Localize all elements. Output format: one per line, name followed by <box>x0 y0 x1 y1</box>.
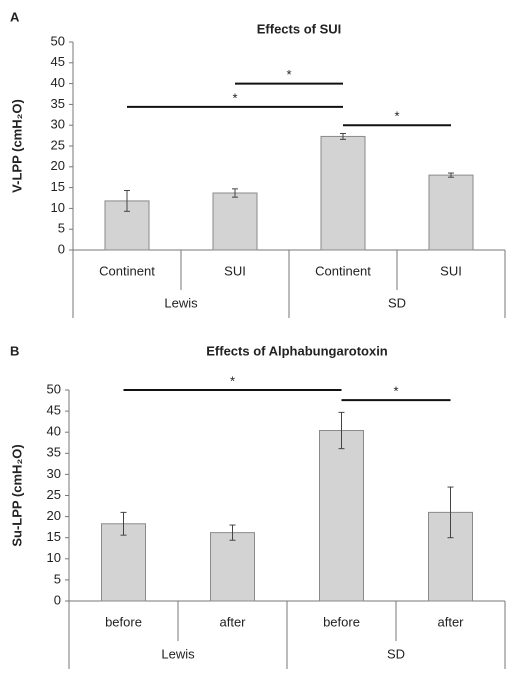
group-label: SD <box>388 295 406 310</box>
y-tick-label: 20 <box>51 158 65 173</box>
x-tick-label: SUI <box>224 263 246 278</box>
bar <box>319 430 364 602</box>
x-tick-label: before <box>323 614 360 629</box>
group-label: SD <box>387 646 405 661</box>
group-label: Lewis <box>161 646 195 661</box>
x-tick-label: before <box>105 614 142 629</box>
y-tick-label: 30 <box>47 466 61 481</box>
bar <box>212 192 258 251</box>
chart-title: Effects of SUI <box>257 21 342 36</box>
y-tick-label: 5 <box>58 221 65 236</box>
y-tick-label: 15 <box>51 179 65 194</box>
y-tick-label: 35 <box>47 445 61 460</box>
significance-label: * <box>286 67 291 82</box>
significance-label: * <box>232 90 237 105</box>
y-tick-label: 40 <box>51 75 65 90</box>
y-tick-label: 40 <box>47 424 61 439</box>
y-tick-label: 20 <box>47 508 61 523</box>
y-tick-label: 35 <box>51 96 65 111</box>
x-tick-label: after <box>437 614 464 629</box>
significance-label: * <box>394 109 399 124</box>
y-tick-label: 25 <box>51 137 65 152</box>
y-tick-label: 50 <box>51 33 65 48</box>
bar <box>320 135 366 251</box>
y-tick-label: 45 <box>51 54 65 69</box>
y-axis-label: Su-LPP (cmH₂O) <box>9 444 24 546</box>
chart-title: Effects of Alphabungarotoxin <box>206 343 388 358</box>
y-tick-label: 10 <box>47 550 61 565</box>
x-tick-label: Continent <box>99 263 155 278</box>
significance-label: * <box>393 384 398 399</box>
y-tick-label: 25 <box>47 487 61 502</box>
panel-label: A <box>10 9 20 24</box>
y-axis-label: V-LPP (cmH₂O) <box>9 99 24 193</box>
significance-label: * <box>230 373 235 388</box>
y-tick-label: 0 <box>58 241 65 256</box>
y-tick-label: 5 <box>54 571 61 586</box>
bar <box>101 523 146 602</box>
bar <box>210 532 255 602</box>
x-tick-label: SUI <box>440 263 462 278</box>
bar <box>428 174 474 251</box>
y-tick-label: 45 <box>47 403 61 418</box>
x-tick-label: Continent <box>315 263 371 278</box>
y-tick-label: 30 <box>51 117 65 132</box>
group-label: Lewis <box>164 295 198 310</box>
y-tick-label: 0 <box>54 592 61 607</box>
y-tick-label: 10 <box>51 200 65 215</box>
x-tick-label: after <box>219 614 246 629</box>
y-tick-label: 15 <box>47 529 61 544</box>
y-tick-label: 50 <box>47 381 61 396</box>
panel-label: B <box>10 343 19 358</box>
